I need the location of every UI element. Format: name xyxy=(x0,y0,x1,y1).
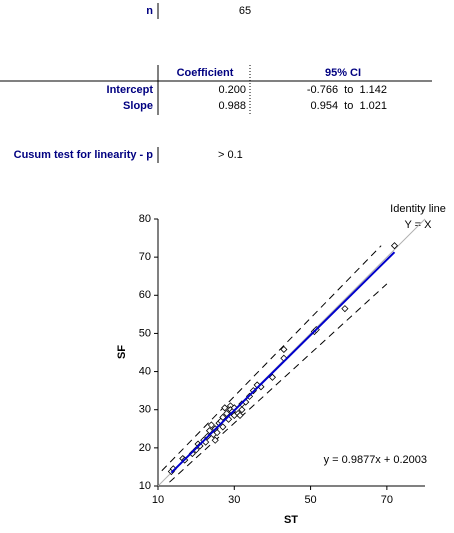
y-tick-label: 40 xyxy=(139,365,151,377)
data-point xyxy=(390,242,399,250)
x-tick-label: 10 xyxy=(152,494,164,506)
y-axis-label: SF xyxy=(116,345,128,359)
column-header: Coefficient xyxy=(177,67,234,79)
y-tick-label: 80 xyxy=(139,213,151,225)
regression-line xyxy=(170,251,396,474)
annotation: Y = X xyxy=(404,219,432,231)
y-tick-label: 30 xyxy=(139,404,151,416)
cusum-label: Cusum test for linearity - p xyxy=(14,149,154,161)
cell: 0.988 xyxy=(218,100,246,112)
y-tick-label: 60 xyxy=(139,289,151,301)
x-tick-label: 30 xyxy=(228,494,240,506)
y-tick-label: 70 xyxy=(139,251,151,263)
cell: -0.766 to 1.142 xyxy=(307,84,387,96)
data-point xyxy=(213,429,221,437)
data-point xyxy=(207,421,215,429)
cell: 0.200 xyxy=(218,84,246,96)
data-point xyxy=(196,442,204,450)
annotation: y = 0.9877x + 0.2003 xyxy=(324,454,427,466)
row-label: Intercept xyxy=(107,84,154,96)
data-point xyxy=(221,404,229,412)
data-point xyxy=(219,413,227,421)
x-tick-label: 70 xyxy=(381,494,393,506)
y-tick-label: 20 xyxy=(139,442,151,454)
cusum-value: > 0.1 xyxy=(218,149,243,161)
data-point xyxy=(268,373,276,381)
row-label: Slope xyxy=(123,100,153,112)
data-point xyxy=(236,411,244,420)
column-header: 95% CI xyxy=(325,67,361,79)
ci-line xyxy=(161,245,382,472)
data-point xyxy=(238,406,246,414)
ci-line xyxy=(169,283,388,483)
y-tick-label: 10 xyxy=(139,480,151,492)
data-point xyxy=(280,345,288,354)
data-point xyxy=(211,436,219,444)
x-tick-label: 50 xyxy=(304,494,316,506)
annotation: Identity line xyxy=(390,203,446,215)
cell: 0.954 to 1.021 xyxy=(311,100,387,112)
x-axis-label: ST xyxy=(284,514,298,526)
y-tick-label: 50 xyxy=(139,327,151,339)
n-label: n xyxy=(146,5,153,17)
data-point xyxy=(341,305,349,313)
n-value: 65 xyxy=(239,5,251,17)
data-point xyxy=(223,409,231,418)
data-point xyxy=(219,423,227,431)
